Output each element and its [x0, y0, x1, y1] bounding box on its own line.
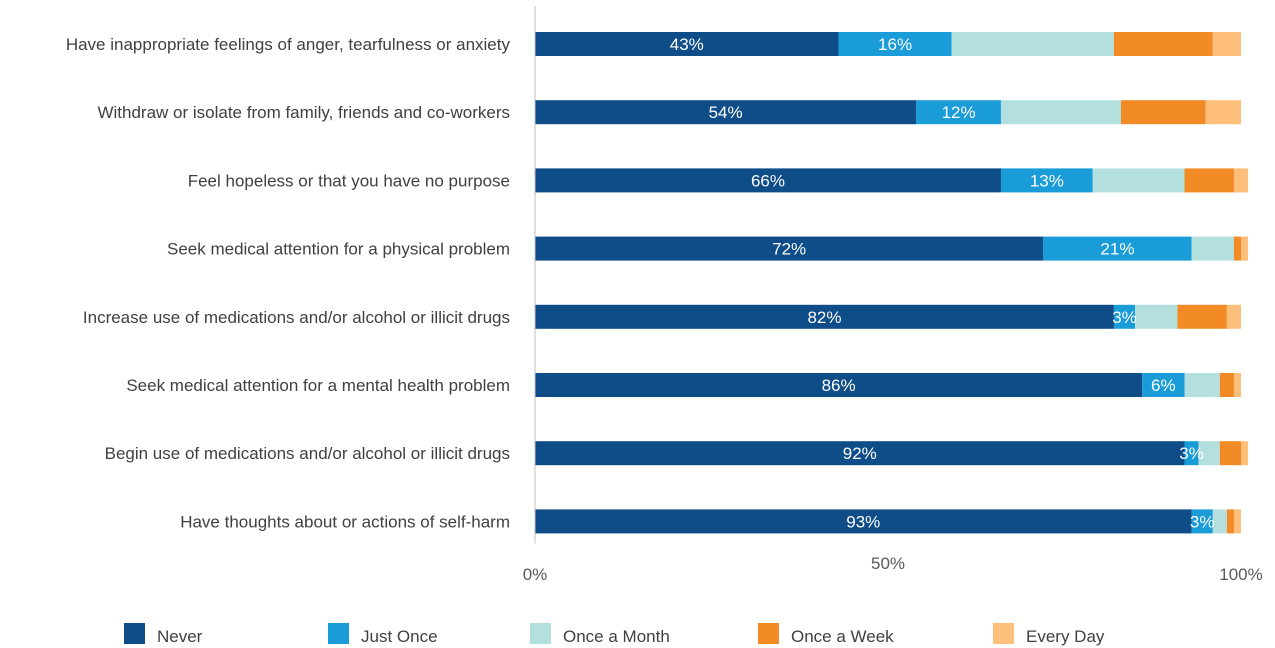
category-label: Seek medical attention for a physical pr…	[167, 240, 510, 259]
bar-segment	[1092, 168, 1185, 193]
bar-segment	[535, 100, 917, 125]
bar-segment	[1233, 373, 1241, 397]
legend-label: Every Day	[1026, 627, 1105, 646]
bar-segment	[1191, 236, 1234, 261]
bar-segment	[1205, 100, 1241, 125]
legend-swatch	[993, 623, 1014, 644]
bar-segment	[951, 32, 1114, 56]
data-label: 3%	[1179, 444, 1204, 463]
bar-segment	[1198, 441, 1220, 466]
bar-segment	[1135, 304, 1178, 329]
bar-segment	[1184, 373, 1220, 397]
bar-segment	[1226, 304, 1241, 329]
data-label: 82%	[807, 308, 841, 327]
bar-segment	[1184, 168, 1234, 193]
legend-label: Just Once	[361, 627, 438, 646]
bar-segment	[1120, 100, 1206, 125]
category-label: Begin use of medications and/or alcohol …	[105, 444, 510, 463]
data-label: 6%	[1151, 376, 1176, 395]
x-axis-ticks: 0% 50% 100%	[523, 554, 1263, 584]
data-label: 3%	[1112, 308, 1137, 327]
bar-segment	[916, 100, 1001, 125]
data-label: 3%	[1190, 512, 1215, 531]
data-label: 43%	[670, 35, 704, 54]
x-tick-label: 0%	[523, 565, 548, 584]
data-label: 12%	[942, 103, 976, 122]
bar-segment	[1219, 441, 1241, 466]
bar-segment	[535, 168, 1001, 193]
data-label: 72%	[772, 240, 806, 259]
data-labels: 43% 16% 54% 12% 66% 13% 72% 21% 82% 3% 86% 6% 92% 3% 9…	[670, 35, 1215, 531]
category-label: Increase use of medications and/or alcoh…	[83, 308, 510, 327]
x-tick-label: 100%	[1219, 565, 1262, 584]
bar-segment	[1241, 441, 1249, 466]
bar-segment	[535, 509, 1192, 534]
data-label: 21%	[1100, 240, 1134, 259]
legend-label: Once a Week	[791, 627, 894, 646]
legend-swatch	[758, 623, 779, 644]
bar-segment	[535, 373, 1143, 397]
bar-segment	[1142, 373, 1185, 397]
bar-segment	[1184, 441, 1199, 466]
legend-swatch	[124, 623, 145, 644]
bar-segment	[535, 441, 1185, 466]
bar-segment	[1212, 509, 1227, 534]
bar-segment	[1000, 100, 1121, 125]
bar-segment	[1000, 168, 1093, 193]
data-label: 54%	[709, 103, 743, 122]
data-label: 13%	[1030, 171, 1064, 190]
legend-label: Never	[157, 627, 203, 646]
category-labels: Have inappropriate feelings of anger, te…	[66, 35, 511, 531]
data-label: 66%	[751, 171, 785, 190]
bar-segment	[1219, 373, 1234, 397]
data-label: 92%	[843, 444, 877, 463]
bar-segment	[1212, 32, 1241, 56]
legend-swatch	[530, 623, 551, 644]
bar-segment	[1233, 236, 1241, 261]
category-label: Withdraw or isolate from family, friends…	[97, 103, 510, 122]
bar-segment	[1177, 304, 1227, 329]
data-label: 93%	[846, 512, 880, 531]
bars-layer	[535, 32, 1249, 534]
category-label: Seek medical attention for a mental heal…	[126, 376, 510, 395]
bar-segment	[535, 236, 1044, 261]
bar-segment	[1043, 236, 1192, 261]
bar-segment	[1191, 509, 1213, 534]
category-label: Have inappropriate feelings of anger, te…	[66, 35, 511, 54]
bar-segment	[1233, 509, 1241, 534]
category-label: Have thoughts about or actions of self-h…	[180, 512, 510, 531]
bar-segment	[535, 304, 1114, 329]
bar-segment	[1233, 168, 1249, 193]
bar-segment	[1226, 509, 1234, 534]
bar-segment	[1241, 236, 1249, 261]
data-label: 16%	[878, 35, 912, 54]
bar-segment	[535, 32, 839, 56]
bar-segment	[838, 32, 952, 56]
legend-label: Once a Month	[563, 627, 670, 646]
legend: Never Just Once Once a Month Once a Week Eve…	[124, 623, 1105, 646]
bar-segment	[1113, 304, 1136, 329]
legend-swatch	[328, 623, 349, 644]
data-label: 86%	[822, 376, 856, 395]
category-label: Feel hopeless or that you have no purpos…	[188, 171, 510, 190]
x-tick-label: 50%	[871, 554, 905, 573]
bar-segment	[1113, 32, 1213, 56]
